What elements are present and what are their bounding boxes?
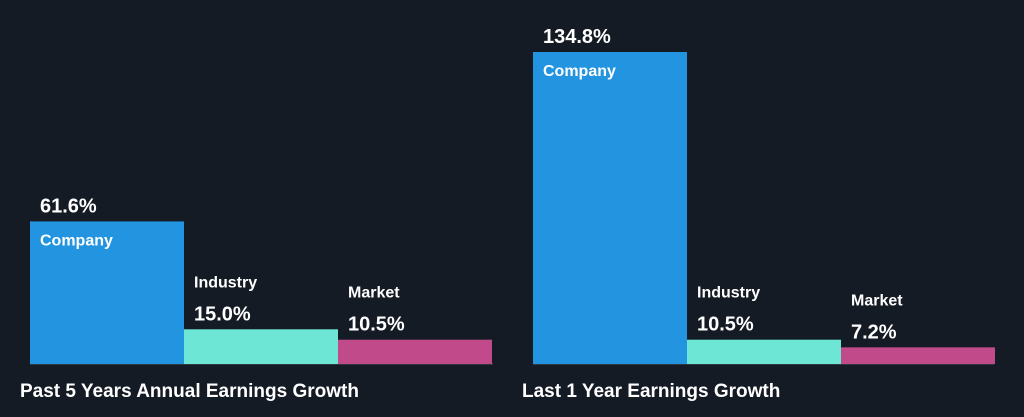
category-label-industry: Industry (697, 285, 760, 302)
category-label-company: Company (543, 63, 616, 80)
chart-title: Past 5 Years Annual Earnings Growth (20, 381, 359, 402)
value-label-company: 61.6% (40, 195, 97, 217)
bar-industry (687, 339, 841, 364)
value-label-market: 7.2% (851, 321, 897, 343)
value-label-company: 134.8% (543, 26, 611, 48)
value-label-market: 10.5% (348, 314, 405, 336)
category-label-market: Market (348, 285, 400, 302)
category-label-market: Market (851, 292, 903, 309)
category-label-company: Company (40, 232, 113, 249)
chart-last-1-year: 134.8% 10.5% 7.2% Company Industry Marke… (522, 26, 995, 402)
bar-company (533, 52, 687, 364)
bar-company (30, 221, 184, 364)
value-label-industry: 10.5% (697, 314, 754, 336)
bar-market (841, 347, 995, 364)
category-label-industry: Industry (194, 274, 257, 291)
bar-industry (184, 329, 338, 364)
bar-market (338, 339, 492, 364)
value-label-industry: 15.0% (194, 303, 251, 325)
chart-past-5-years: 61.6% 15.0% 10.5% Company Industry Marke… (20, 195, 493, 402)
chart-title: Last 1 Year Earnings Growth (522, 381, 780, 402)
